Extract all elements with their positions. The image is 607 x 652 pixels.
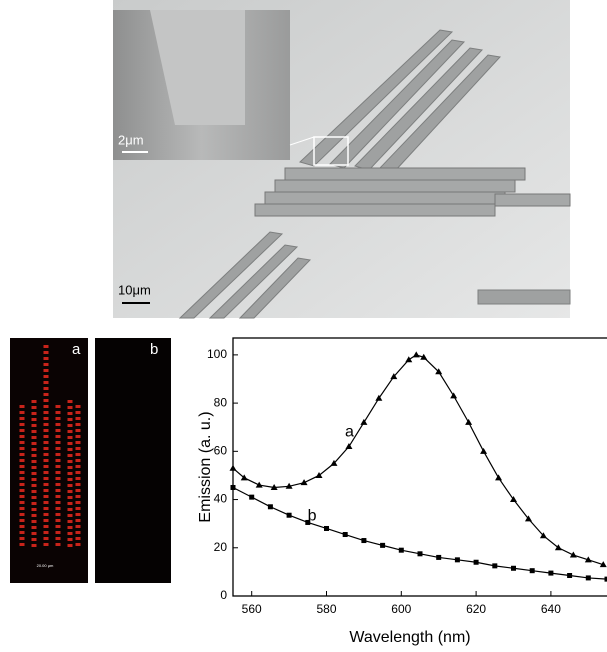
- triangle-marker: [360, 419, 367, 425]
- square-marker: [548, 571, 553, 576]
- triangle-marker: [413, 351, 420, 357]
- triangle-marker: [256, 482, 263, 488]
- series-line: [233, 487, 607, 579]
- square-marker: [474, 560, 479, 565]
- square-marker: [249, 495, 254, 500]
- series-label: a: [345, 424, 354, 441]
- plot-frame: [233, 338, 607, 596]
- series-label: b: [308, 508, 317, 525]
- y-tick-label: 60: [214, 443, 228, 457]
- triangle-marker: [405, 356, 412, 362]
- square-marker: [511, 566, 516, 571]
- y-tick-label: 0: [220, 588, 227, 602]
- y-tick-label: 40: [214, 492, 228, 506]
- series-line: [233, 355, 603, 565]
- y-tick-label: 80: [214, 395, 228, 409]
- square-marker: [436, 555, 441, 560]
- page: {"sem_image": {"inset_scale": "2μm", "ma…: [0, 0, 607, 652]
- sem-image: 2μm 10μm: [113, 0, 570, 318]
- y-axis-label: Emission (a. u.): [197, 411, 214, 522]
- x-tick-label: 560: [242, 602, 262, 616]
- square-marker: [418, 551, 423, 556]
- panel-label: b: [150, 341, 158, 358]
- y-tick-label: 100: [207, 347, 227, 361]
- square-marker: [324, 526, 329, 531]
- main-scale-label: 10μm: [118, 282, 151, 297]
- square-marker: [399, 548, 404, 553]
- triangle-marker: [345, 443, 352, 449]
- x-tick-label: 640: [541, 602, 561, 616]
- square-marker: [287, 513, 292, 518]
- panel-b: [95, 338, 171, 583]
- inset-scale-label: 2μm: [118, 132, 144, 147]
- square-marker: [231, 485, 236, 490]
- square-marker: [361, 538, 366, 543]
- x-tick-label: 580: [316, 602, 336, 616]
- panel-label: a: [72, 341, 81, 358]
- square-marker: [343, 532, 348, 537]
- square-marker: [567, 573, 572, 578]
- x-tick-label: 620: [466, 602, 486, 616]
- square-marker: [268, 504, 273, 509]
- square-marker: [455, 557, 460, 562]
- triangle-marker: [450, 392, 457, 398]
- square-marker: [586, 575, 591, 580]
- triangle-marker: [480, 448, 487, 454]
- square-marker: [492, 563, 497, 568]
- square-marker: [380, 543, 385, 548]
- triangle-marker: [301, 479, 308, 485]
- triangle-marker: [230, 465, 237, 471]
- panel-scale-label: 20.00 μm: [37, 563, 54, 568]
- square-marker: [530, 568, 535, 573]
- triangle-marker: [465, 419, 472, 425]
- x-tick-label: 600: [391, 602, 411, 616]
- triangle-marker: [570, 552, 577, 558]
- figure: 2μm 10μm a 20.00 μm b Emission (a. u.) W…: [0, 0, 607, 652]
- fluorescence-images: a 20.00 μm b: [10, 338, 171, 583]
- y-tick-label: 20: [214, 540, 228, 554]
- emission-chart: Emission (a. u.) Wavelength (nm) 0 20 40 60…: [197, 338, 607, 646]
- triangle-marker: [495, 474, 502, 480]
- x-axis-label: Wavelength (nm): [349, 629, 470, 646]
